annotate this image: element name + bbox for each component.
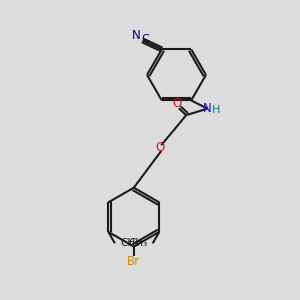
Text: O: O [155, 141, 164, 154]
Text: Br: Br [127, 255, 140, 268]
Text: O: O [173, 98, 182, 110]
Text: N: N [132, 29, 140, 42]
Text: H: H [212, 105, 220, 115]
Text: C: C [142, 34, 149, 44]
Text: CH₃: CH₃ [120, 238, 140, 248]
Text: N: N [203, 102, 212, 115]
Text: CH₃: CH₃ [128, 238, 147, 248]
